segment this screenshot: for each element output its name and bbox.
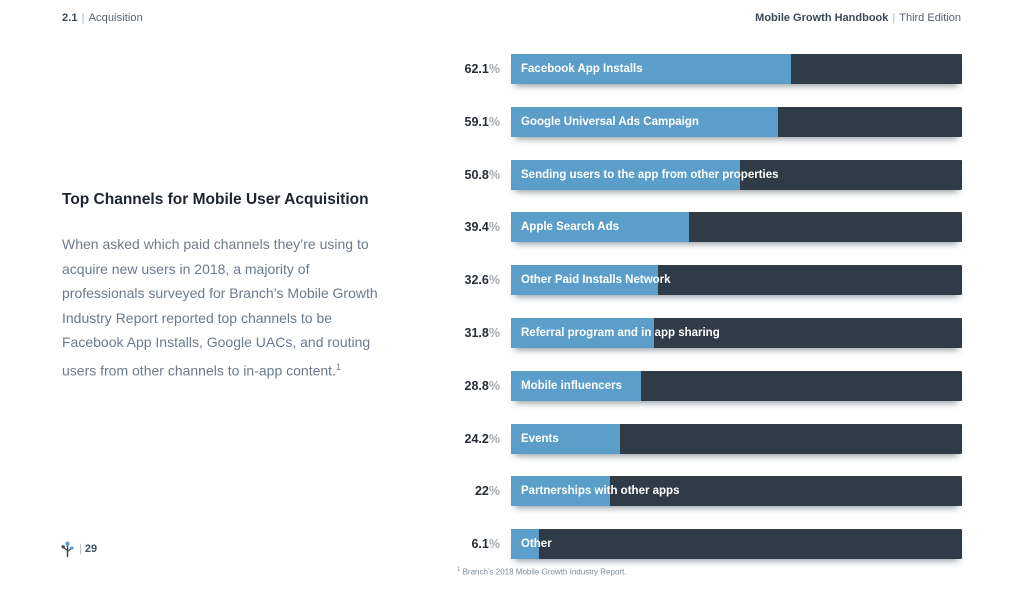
bar-percent-sign: % [488, 431, 500, 446]
bar-track: Sending users to the app from other prop… [511, 159, 962, 190]
bar-category-label: Partnerships with other apps [521, 485, 680, 498]
branch-logo-icon [61, 541, 74, 557]
book-title: Mobile Growth Handbook [755, 12, 889, 24]
bar-row: 6.1% Other [440, 529, 962, 560]
bar-percent-sign: % [488, 537, 500, 552]
bar-fill [511, 159, 741, 190]
bar-value-number: 24.2 [464, 431, 489, 446]
bar-category-label: Google Universal Ads Campaign [521, 115, 699, 128]
bar-fill [511, 529, 539, 560]
bar-value-number: 32.6 [464, 273, 489, 288]
bar-fill [511, 54, 792, 84]
bar-value-number: 50.8 [464, 167, 489, 182]
bar-row: 39.4% Apple Search Ads [440, 212, 962, 243]
bar-track: Events [511, 423, 962, 454]
bar-fill [511, 476, 611, 507]
bar-row: 24.2% Events [440, 423, 962, 454]
header-divider: | [892, 12, 896, 24]
bar-fill [511, 317, 655, 348]
bar-category-label: Other [521, 538, 552, 551]
bar-value-label: 31.8% [440, 326, 500, 340]
bar-percent-sign: % [488, 378, 500, 393]
bar-row: 50.8% Sending users to the app from othe… [440, 159, 962, 190]
bar-track: Referral program and in app sharing [511, 317, 962, 348]
book-header: Mobile Growth Handbook | Third Edition [755, 12, 961, 24]
bar-chart: 62.1% Facebook App Installs 59.1% Google… [440, 54, 962, 560]
bar-row: 32.6% Other Paid Installs Network [440, 265, 962, 296]
page-number: 29 [84, 543, 98, 555]
footnote-marker: 1 [457, 567, 461, 573]
bar-value-label: 22% [440, 484, 500, 498]
page-title: Top Channels for Mobile User Acquisition [62, 191, 369, 208]
bar-value-number: 31.8 [464, 325, 489, 340]
bar-fill [511, 265, 659, 296]
bar-value-number: 39.4 [464, 220, 489, 235]
bar-value-label: 62.1% [440, 62, 500, 76]
bar-percent-sign: % [488, 273, 500, 288]
edition-label: Third Edition [899, 12, 961, 24]
bar-value-label: 39.4% [440, 220, 500, 234]
footer-divider: | [79, 543, 82, 555]
bar-percent-sign: % [488, 167, 500, 182]
bar-fill [511, 212, 689, 243]
bar-percent-sign: % [488, 220, 500, 235]
bar-value-number: 62.1 [464, 62, 489, 76]
bar-percent-sign: % [488, 114, 500, 129]
section-name: Acquisition [88, 12, 143, 24]
bar-category-label: Facebook App Installs [521, 63, 643, 75]
bar-track: Other [511, 529, 962, 560]
bar-value-label: 28.8% [440, 379, 500, 393]
page-footer: | 29 [61, 541, 97, 557]
bar-value-number: 6.1 [471, 537, 489, 552]
bar-row: 59.1% Google Universal Ads Campaign [440, 106, 962, 137]
bar-category-label: Events [521, 432, 559, 445]
bar-category-label: Sending users to the app from other prop… [521, 168, 779, 181]
header-divider: | [81, 12, 85, 24]
intro-column: Top Channels for Mobile User Acquisition… [62, 190, 380, 383]
bar-category-label: Referral program and in app sharing [521, 326, 720, 339]
bar-track: Facebook App Installs [511, 54, 962, 84]
bar-value-number: 28.8 [464, 378, 489, 393]
bar-value-number: 22 [474, 484, 489, 499]
bar-track: Partnerships with other apps [511, 476, 962, 507]
bar-fill [511, 106, 778, 137]
bar-fill [511, 370, 641, 401]
bar-category-label: Mobile influencers [521, 379, 622, 392]
bar-row: 28.8% Mobile influencers [440, 370, 962, 401]
section-number: 2.1 [62, 12, 78, 24]
bar-value-label: 24.2% [440, 432, 500, 446]
bar-value-number: 59.1 [464, 114, 489, 129]
bar-fill [511, 423, 621, 454]
intro-paragraph-text: When asked which paid channels they’re u… [62, 236, 378, 379]
bar-row: 22% Partnerships with other apps [440, 476, 962, 507]
chart-footnote: 1 Branch’s 2018 Mobile Growth Industry R… [457, 567, 627, 577]
breadcrumb: 2.1 | Acquisition [62, 12, 143, 24]
bar-row: 62.1% Facebook App Installs [440, 54, 962, 84]
bar-percent-sign: % [488, 62, 500, 76]
bar-track: Mobile influencers [511, 370, 962, 401]
bar-value-label: 32.6% [440, 273, 500, 287]
bar-category-label: Apple Search Ads [521, 221, 619, 234]
footnote-reference: 1 [335, 361, 341, 372]
bar-value-label: 59.1% [440, 115, 500, 129]
bar-value-label: 50.8% [440, 168, 500, 182]
bar-percent-sign: % [488, 484, 500, 499]
bar-percent-sign: % [488, 325, 500, 340]
bar-track: Other Paid Installs Network [511, 265, 962, 296]
bar-category-label: Other Paid Installs Network [521, 274, 671, 287]
bar-value-label: 6.1% [440, 537, 500, 551]
bar-row: 31.8% Referral program and in app sharin… [440, 317, 962, 348]
bar-track: Apple Search Ads [511, 212, 962, 243]
bar-track: Google Universal Ads Campaign [511, 106, 962, 137]
intro-paragraph: When asked which paid channels they’re u… [62, 232, 380, 383]
footnote-text: Branch’s 2018 Mobile Growth Industry Rep… [462, 567, 627, 577]
